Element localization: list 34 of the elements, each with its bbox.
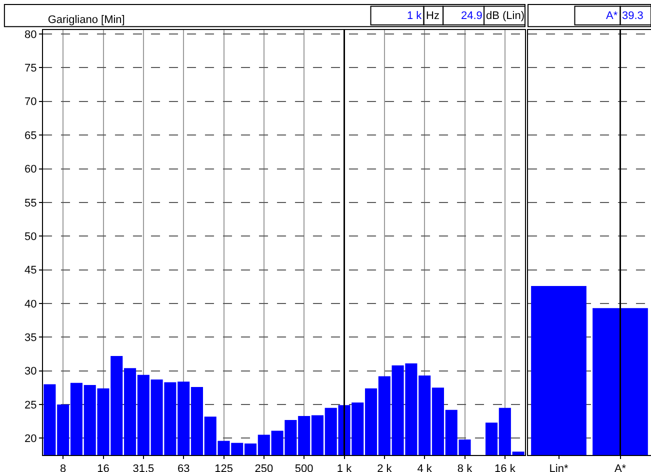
text: 39.3 xyxy=(622,10,644,22)
y-tick-label: 75 xyxy=(24,62,37,75)
y-tick-label: 70 xyxy=(24,96,37,108)
text: dB (Lin) xyxy=(486,10,525,22)
text: A* xyxy=(606,10,618,22)
x-tick-label: 8 xyxy=(60,463,66,472)
x-tick-label: 500 xyxy=(294,463,314,472)
x-tick-label: 16 k xyxy=(494,463,516,472)
x-tick-label: Lin* xyxy=(549,463,569,472)
y-tick-label: 30 xyxy=(24,366,37,378)
y-tick-label: 45 xyxy=(24,264,37,277)
x-tick-label: 16 xyxy=(97,463,110,472)
y-tick-label: 35 xyxy=(24,332,37,344)
y-tick-label: 80 xyxy=(24,28,37,41)
x-tick-label: 31.5 xyxy=(132,463,154,472)
y-tick-label: 25 xyxy=(24,399,37,412)
text: 24.9 xyxy=(461,10,482,22)
y-tick-label: 55 xyxy=(24,197,37,210)
y-tick-label: 60 xyxy=(24,164,37,176)
text: Hz xyxy=(426,10,440,22)
x-tick-label: 125 xyxy=(214,463,233,472)
x-tick-label: 1 k xyxy=(336,463,352,472)
y-tick-label: 20 xyxy=(24,433,37,446)
text: 1 k xyxy=(407,10,422,22)
y-tick-label: 40 xyxy=(24,298,37,310)
chart-title: Garigliano [Min] xyxy=(48,14,125,26)
x-tick-label: 4 k xyxy=(417,463,432,472)
x-tick-label: 8 k xyxy=(457,463,473,472)
y-tick-label: 50 xyxy=(24,230,37,243)
y-tick-label: 65 xyxy=(24,130,37,142)
x-tick-label: A* xyxy=(614,463,627,472)
x-tick-label: 63 xyxy=(177,463,190,472)
x-tick-label: 250 xyxy=(254,463,274,472)
x-tick-label: 2 k xyxy=(377,463,392,472)
